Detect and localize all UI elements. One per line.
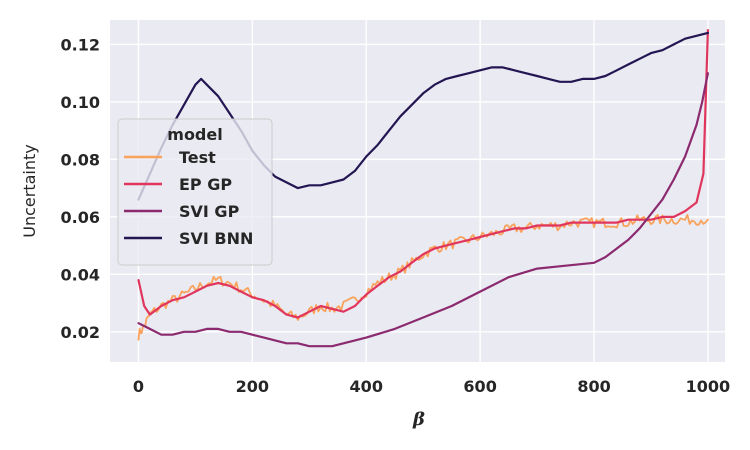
series-line-ep-gp [137,29,709,319]
series-line-svi-gp [137,72,709,348]
tick-labels: 0 200 400 600 800 1000 0.02 0.04 0.06 0.08 0.10 0.1… [61,35,731,396]
y-tick-label: 0.06 [61,208,100,227]
x-tick-label: 800 [577,377,610,396]
x-tick-label: 200 [236,377,269,396]
x-tick-label: 600 [463,377,496,396]
legend-label: SVI BNN [179,229,253,248]
legend-label: Test [179,148,216,167]
legend-entries: Test EP GP SVI GP SVI BNN [124,148,253,248]
x-axis-label: β [412,409,425,430]
y-axis-label: Uncertainty [20,144,39,237]
y-tick-label: 0.10 [61,93,100,112]
x-tick-label: 400 [350,377,383,396]
y-tick-label: 0.02 [61,323,100,342]
y-tick-label: 0.08 [61,150,100,169]
y-tick-label: 0.04 [61,265,100,284]
x-tick-label: 0 [133,377,144,396]
legend: model Test EP GP SVI GP SVI BNN [117,118,273,266]
y-tick-label: 0.12 [61,35,100,54]
series-line-svi-bnn [137,31,709,201]
series-lines [137,29,709,348]
legend-box [117,118,273,266]
legend-label: EP GP [179,175,232,194]
x-tick-label: 1000 [686,377,731,396]
legend-label: SVI GP [179,202,240,221]
legend-title: model [167,125,222,144]
